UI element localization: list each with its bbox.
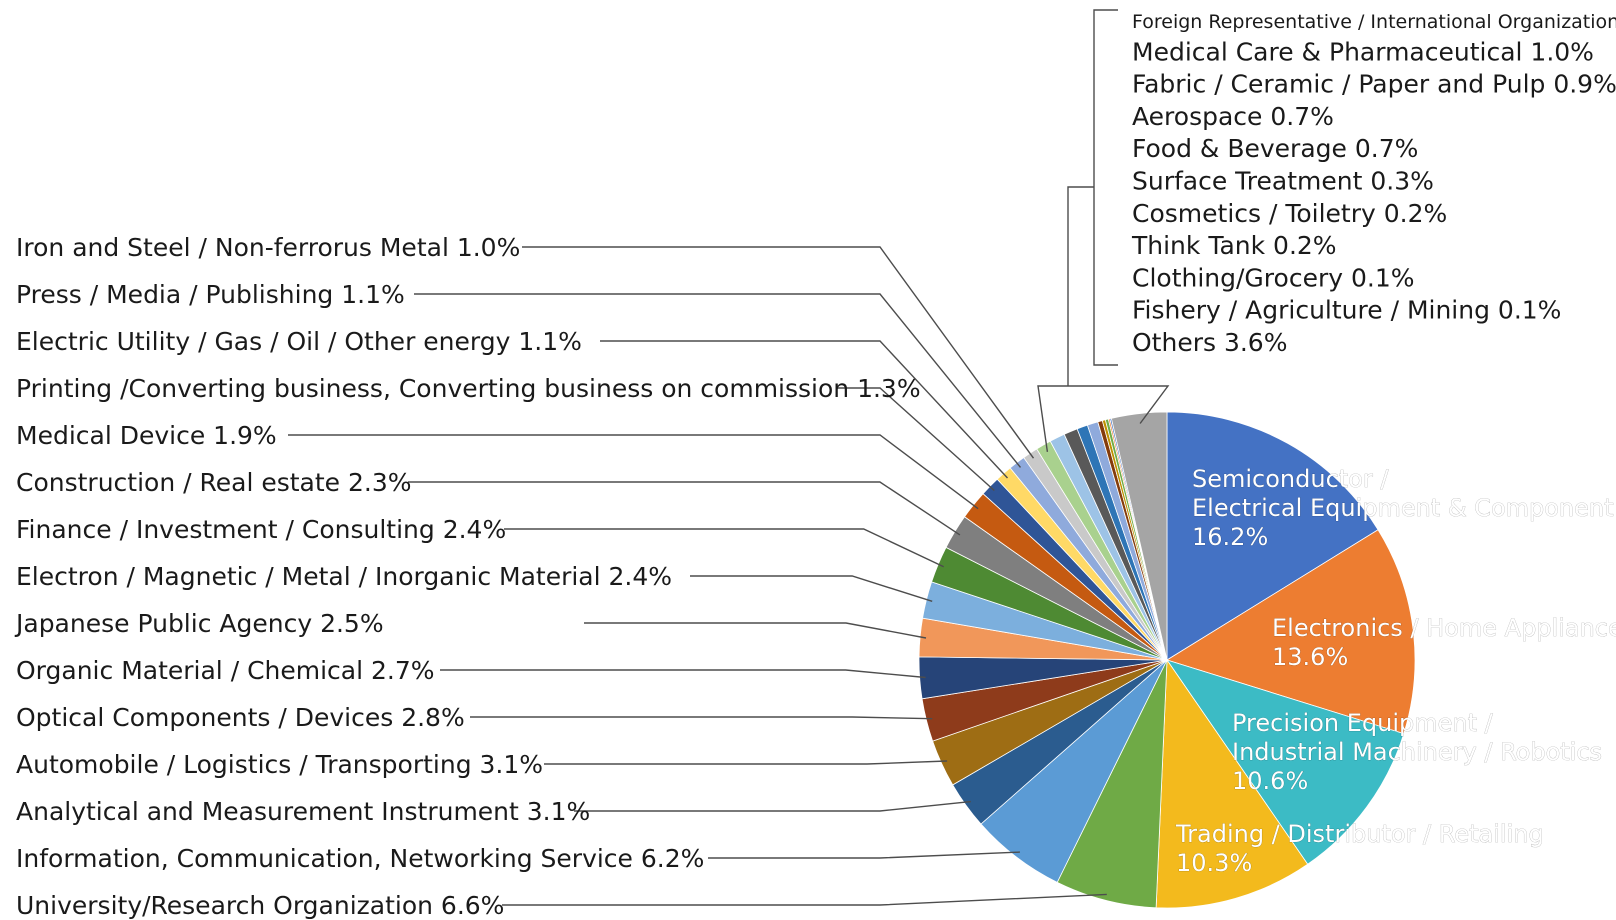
pie-slice: [1166, 659, 1405, 865]
leader-line: [574, 800, 971, 812]
slice-label: Automobile / Logistics / Transporting 3.…: [16, 750, 543, 779]
pie-slice: [1110, 411, 1168, 661]
slice-label: Organic Material / Chemical 2.7%: [16, 656, 435, 685]
leader-line: [470, 716, 933, 720]
leader-line: [600, 340, 1009, 479]
slice-label-inside: Industrial Machinery / Robotics: [1232, 738, 1602, 766]
leader-line: [408, 481, 961, 536]
slice-label: University/Research Organization 6.6%: [16, 891, 504, 920]
slice-label: Press / Media / Publishing 1.1%: [16, 280, 405, 309]
slice-label: Cosmetics / Toiletry 0.2%: [1132, 199, 1447, 228]
slice-label: Medical Device 1.9%: [16, 421, 277, 450]
slice-label: Electric Utility / Gas / Oil / Other ene…: [16, 327, 582, 356]
slice-label: Printing /Converting business, Convertin…: [16, 374, 921, 403]
slice-label: Clothing/Grocery 0.1%: [1132, 263, 1414, 292]
leader-line: [288, 434, 979, 510]
slice-label: Fabric / Ceramic / Paper and Pulp 0.9%: [1132, 70, 1616, 99]
slice-label: Medical Care & Pharmaceutical 1.0%: [1132, 37, 1594, 66]
slice-label-inside: Semiconductor /: [1192, 465, 1389, 493]
left-labels: Iron and Steel / Non-ferrorus Metal 1.0%…: [14, 233, 921, 920]
leader-line: [522, 246, 1035, 459]
pie-slices: [918, 411, 1416, 909]
slice-label: Fishery / Agriculture / Mining 0.1%: [1132, 296, 1561, 325]
leader-line: [708, 851, 1020, 859]
leader-line: [440, 669, 926, 679]
slice-label: Foreign Representative / International O…: [1132, 11, 1616, 33]
slice-label-inside: Trading / Distributor / Retailing: [1175, 820, 1544, 848]
slice-label: Optical Components / Devices 2.8%: [16, 703, 465, 732]
leader-line: [690, 575, 933, 602]
slice-label: Japanese Public Agency 2.5%: [14, 609, 384, 638]
bracket-stem: [1067, 186, 1094, 386]
slice-label-inside: 16.2%: [1192, 523, 1268, 551]
slice-label: Food & Beverage 0.7%: [1132, 134, 1418, 163]
slice-label: Finance / Investment / Consulting 2.4%: [16, 515, 506, 544]
slice-label: Analytical and Measurement Instrument 3.…: [16, 797, 590, 826]
slice-label-inside: Precision Equipment /: [1232, 709, 1494, 737]
slice-label: Think Tank 0.2%: [1131, 231, 1337, 260]
inside-labels: Semiconductor /Electrical Equipment & Co…: [1175, 465, 1616, 878]
slice-label-inside: 10.6%: [1232, 767, 1308, 795]
slice-label: Others 3.6%: [1132, 328, 1287, 357]
bracket-cap: [1037, 385, 1170, 452]
pie-slice: [1166, 529, 1416, 735]
leader-line: [502, 893, 1107, 906]
slice-label: Aerospace 0.7%: [1132, 102, 1334, 131]
slice-label-inside: 13.6%: [1272, 643, 1348, 671]
right-labels: Foreign Representative / International O…: [1131, 11, 1616, 357]
leader-line: [836, 387, 995, 492]
slice-label: Electron / Magnetic / Metal / Inorganic …: [16, 562, 672, 591]
leader-line: [584, 622, 927, 639]
slice-label-inside: 10.3%: [1176, 849, 1252, 877]
leader-line: [504, 528, 944, 568]
slice-label-inside: Electrical Equipment & Component: [1192, 494, 1614, 522]
slice-label: Construction / Real estate 2.3%: [16, 468, 412, 497]
slice-label: Iron and Steel / Non-ferrorus Metal 1.0%: [16, 233, 520, 262]
pie-slice: [1155, 658, 1309, 909]
slice-label: Information, Communication, Networking S…: [16, 844, 704, 873]
pie-slice: [1166, 411, 1379, 661]
leader-lines: [288, 9, 1170, 906]
slice-label: Surface Treatment 0.3%: [1132, 167, 1434, 196]
bracket-line: [1093, 9, 1118, 366]
leader-line: [544, 760, 948, 765]
slice-label-inside: Electronics / Home Appliance: [1272, 614, 1616, 642]
leader-line: [414, 293, 1022, 468]
